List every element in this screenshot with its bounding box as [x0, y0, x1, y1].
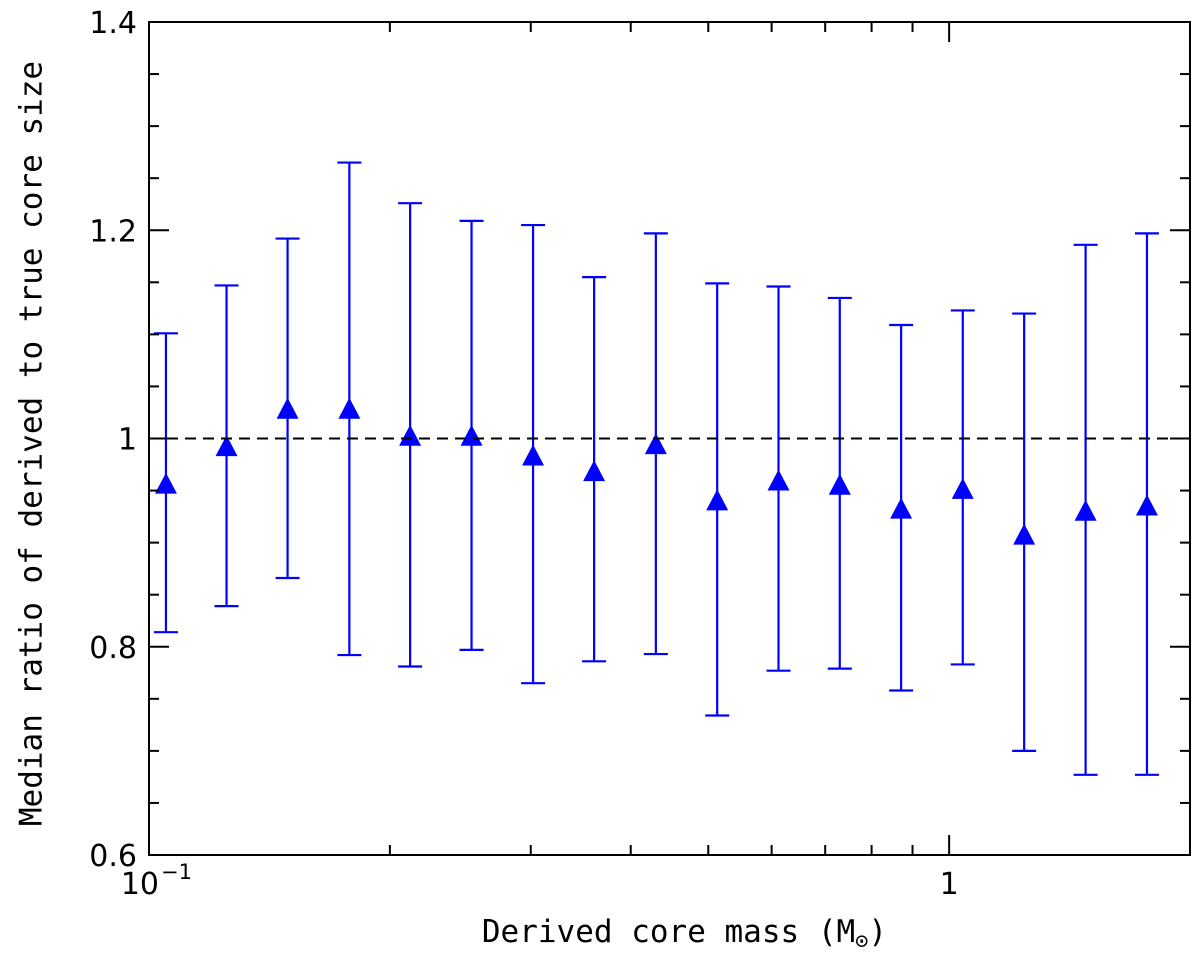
x-tick-label: 10 [121, 867, 159, 902]
error-bars [153, 161, 1159, 776]
data-point-13 [890, 497, 913, 519]
data-point-9 [644, 433, 667, 455]
data-point-4 [338, 397, 361, 419]
data-point-14 [951, 477, 974, 499]
data-markers [154, 397, 1158, 545]
minor-ticks [149, 22, 1190, 855]
y-tick-label: 1.2 [89, 214, 137, 249]
plot-frame [148, 21, 1191, 856]
data-point-2 [215, 435, 238, 457]
x-tick-label: 1 [940, 867, 959, 902]
x-tick-label-base: 1 [940, 867, 959, 902]
data-point-5 [399, 424, 422, 446]
y-tick-labels: 0.6 0.8 1 1.2 1.4 [89, 6, 137, 874]
x-axis-label: Derived core mass (M⊙) [482, 914, 887, 954]
data-point-12 [828, 473, 851, 495]
y-axis-label: Median ratio of derived to true core siz… [14, 61, 50, 826]
x-tick-label-base: 10 [121, 867, 159, 902]
y-tick-label: 0.6 [89, 839, 137, 874]
x-axis-label-sun-symbol: ⊙ [855, 929, 868, 954]
data-point-1 [154, 472, 177, 494]
data-point-6 [460, 424, 483, 446]
data-point-17 [1135, 494, 1158, 516]
data-point-7 [522, 444, 545, 466]
data-point-8 [583, 460, 606, 482]
x-axis-label-close: ) [868, 914, 887, 950]
data-point-3 [276, 397, 299, 419]
y-tick-label: 0.8 [89, 631, 137, 666]
data-point-15 [1013, 523, 1036, 545]
x-tick-labels: 10 −1 1 [121, 860, 959, 902]
x-axis-label-main: Derived core mass (M [482, 914, 855, 950]
data-point-11 [767, 469, 790, 491]
y-tick-label: 1.4 [89, 6, 137, 41]
data-point-10 [706, 489, 729, 511]
y-tick-label: 1 [118, 423, 137, 458]
x-tick-label-exponent: −1 [161, 860, 192, 884]
data-point-16 [1074, 499, 1097, 521]
